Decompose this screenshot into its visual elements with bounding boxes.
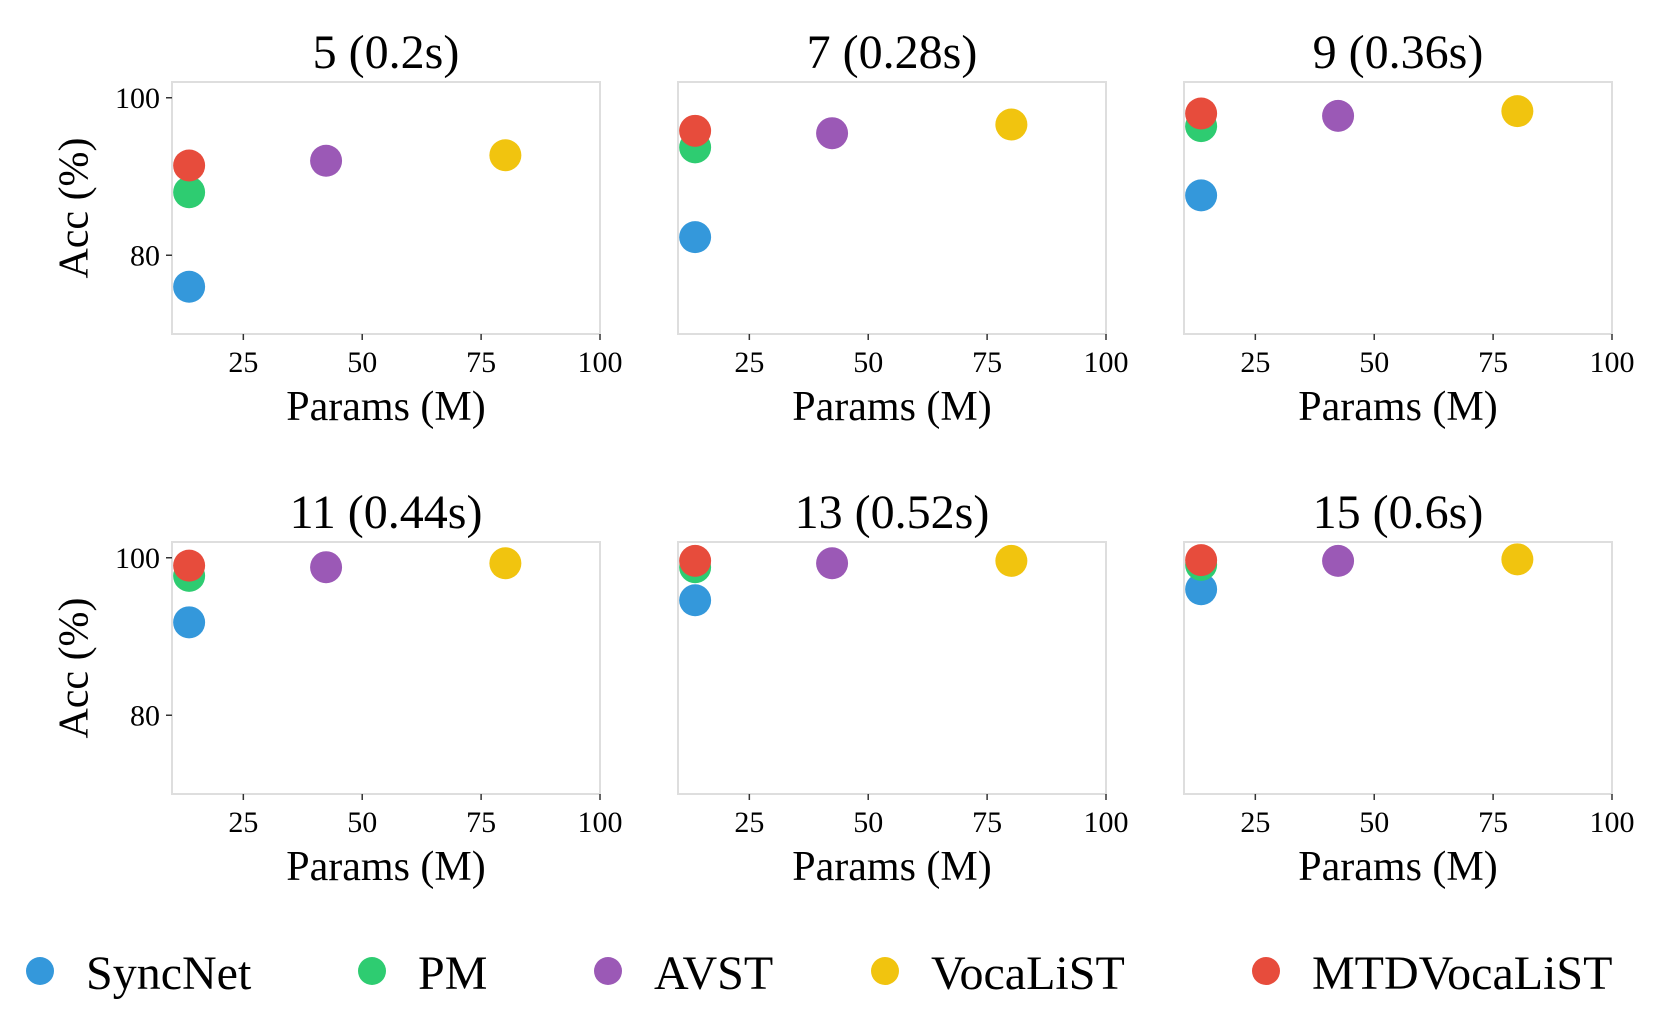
x-tick-label: 50 bbox=[853, 346, 883, 379]
plot-frame bbox=[171, 81, 601, 335]
x-tick-label: 25 bbox=[228, 806, 258, 839]
legend-marker bbox=[358, 957, 386, 985]
x-tick-label: 75 bbox=[466, 806, 496, 839]
subplot-4: 11 (0.44s) 25 50 75 100 80 100 Params (M) Acc (%… bbox=[52, 486, 623, 890]
point-mtdvocalist bbox=[173, 149, 206, 182]
point-avst bbox=[1322, 99, 1355, 132]
subplot-3: 9 (0.36s) 25 50 75 100 Params (M) bbox=[1183, 26, 1635, 430]
point-avst bbox=[816, 117, 849, 150]
x-tick-label: 100 bbox=[578, 346, 623, 379]
x-tick-label: 25 bbox=[1240, 346, 1270, 379]
legend-label: PM bbox=[418, 947, 487, 1000]
point-vocalist bbox=[995, 544, 1028, 577]
plot-frame bbox=[677, 541, 1107, 795]
point-vocalist bbox=[1501, 95, 1534, 128]
point-avst bbox=[310, 551, 343, 584]
subplot-1: 5 (0.2s) 25 50 75 100 80 100 Params (M) Acc (%) bbox=[52, 26, 623, 430]
x-axis-label: Params (M) bbox=[286, 384, 485, 430]
legend-label: VocaLiST bbox=[931, 947, 1125, 1000]
subplot-2: 7 (0.28s) 25 50 75 100 Params (M) bbox=[677, 26, 1129, 430]
x-tick-label: 50 bbox=[853, 806, 883, 839]
legend-label: AVST bbox=[654, 947, 773, 1000]
y-axis-label: Acc (%) bbox=[52, 597, 98, 738]
y-tick-label: 100 bbox=[115, 542, 160, 575]
x-tick-label: 75 bbox=[972, 806, 1002, 839]
subplot-5: 13 (0.52s) 25 50 75 100 Params (M) bbox=[677, 486, 1129, 890]
x-tick-label: 100 bbox=[1084, 806, 1129, 839]
x-axis-label: Params (M) bbox=[792, 384, 991, 430]
plot-frame bbox=[171, 541, 601, 795]
point-mtdvocalist bbox=[679, 114, 712, 147]
point-mtdvocalist bbox=[1185, 97, 1218, 130]
legend-marker bbox=[594, 957, 622, 985]
point-mtdvocalist bbox=[1185, 544, 1218, 577]
x-tick-label: 25 bbox=[1240, 806, 1270, 839]
point-syncnet bbox=[173, 270, 206, 303]
x-tick-label: 75 bbox=[1478, 346, 1508, 379]
x-tick-label: 25 bbox=[228, 346, 258, 379]
legend-item-syncnet: SyncNet bbox=[26, 947, 252, 1000]
legend-marker bbox=[1252, 957, 1280, 985]
x-axis-label: Params (M) bbox=[286, 844, 485, 890]
point-avst bbox=[310, 144, 343, 177]
x-tick-label: 50 bbox=[347, 346, 377, 379]
x-tick-label: 100 bbox=[1590, 806, 1635, 839]
point-syncnet bbox=[1185, 179, 1218, 212]
subplot-title: 9 (0.36s) bbox=[1313, 26, 1484, 79]
plot-frame bbox=[1183, 541, 1613, 795]
x-tick-label: 25 bbox=[734, 346, 764, 379]
point-pm bbox=[173, 176, 206, 209]
x-axis-label: Params (M) bbox=[792, 844, 991, 890]
subplot-title: 11 (0.44s) bbox=[290, 486, 483, 539]
subplot-title: 13 (0.52s) bbox=[795, 486, 990, 539]
legend-label: MTDVocaLiST bbox=[1312, 947, 1612, 1000]
subplot-6: 15 (0.6s) 25 50 75 100 Params (M) bbox=[1183, 486, 1635, 890]
legend-marker bbox=[871, 957, 899, 985]
point-mtdvocalist bbox=[679, 544, 712, 577]
subplot-grid: 5 (0.2s) 25 50 75 100 80 100 Params (M) Acc (%) 7… bbox=[52, 26, 1635, 890]
point-avst bbox=[816, 547, 849, 580]
x-tick-label: 50 bbox=[347, 806, 377, 839]
x-axis-label: Params (M) bbox=[1298, 844, 1497, 890]
legend-item-pm: PM bbox=[358, 947, 487, 1000]
point-syncnet bbox=[173, 606, 206, 639]
legend-item-avst: AVST bbox=[594, 947, 773, 1000]
x-tick-label: 50 bbox=[1359, 806, 1389, 839]
x-tick-label: 50 bbox=[1359, 346, 1389, 379]
y-axis-label: Acc (%) bbox=[52, 137, 98, 278]
legend: SyncNet PM AVST VocaLiST MTDVocaLiST bbox=[26, 947, 1612, 1000]
x-tick-label: 100 bbox=[1590, 346, 1635, 379]
y-tick-label: 100 bbox=[115, 82, 160, 115]
subplot-title: 15 (0.6s) bbox=[1313, 486, 1484, 539]
subplot-title: 5 (0.2s) bbox=[313, 26, 460, 79]
subplot-title: 7 (0.28s) bbox=[807, 26, 978, 79]
x-tick-label: 100 bbox=[1084, 346, 1129, 379]
x-tick-label: 25 bbox=[734, 806, 764, 839]
point-vocalist bbox=[1501, 543, 1534, 576]
point-avst bbox=[1322, 544, 1355, 577]
legend-label: SyncNet bbox=[86, 947, 252, 1000]
point-syncnet bbox=[679, 584, 712, 617]
legend-marker bbox=[26, 957, 54, 985]
legend-item-vocalist: VocaLiST bbox=[871, 947, 1125, 1000]
point-syncnet bbox=[1185, 573, 1218, 606]
point-mtdvocalist bbox=[173, 549, 206, 582]
legend-item-mtdvocalist: MTDVocaLiST bbox=[1252, 947, 1612, 1000]
point-vocalist bbox=[489, 547, 522, 580]
y-tick-label: 80 bbox=[130, 239, 160, 272]
plot-frame bbox=[677, 81, 1107, 335]
x-tick-label: 75 bbox=[1478, 806, 1508, 839]
point-syncnet bbox=[679, 221, 712, 254]
y-tick-label: 80 bbox=[130, 699, 160, 732]
x-tick-label: 75 bbox=[972, 346, 1002, 379]
plot-frame bbox=[1183, 81, 1613, 335]
x-tick-label: 100 bbox=[578, 806, 623, 839]
point-vocalist bbox=[489, 139, 522, 172]
point-vocalist bbox=[995, 108, 1028, 141]
x-axis-label: Params (M) bbox=[1298, 384, 1497, 430]
x-tick-label: 75 bbox=[466, 346, 496, 379]
